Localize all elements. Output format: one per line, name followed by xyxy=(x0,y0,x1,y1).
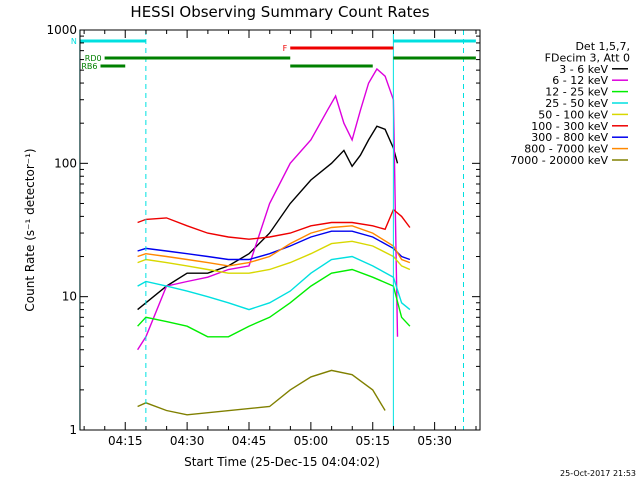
x-tick-label-04:45: 04:45 xyxy=(232,434,267,448)
series-line-800-7000keV xyxy=(137,225,411,267)
flag-label-RD0: RD0 xyxy=(85,54,102,63)
legend-label-8: 7000 - 20000 keV xyxy=(510,154,608,167)
x-tick-label-05:15: 05:15 xyxy=(355,434,390,448)
y-tick-label-10: 10 xyxy=(62,290,77,304)
flag-label-RB6: RB6 xyxy=(81,62,97,71)
x-tick-label-05:30: 05:30 xyxy=(417,434,452,448)
legend-label-3: 25 - 50 keV xyxy=(545,97,608,110)
footer-timestamp: 25-Oct-2017 21:53 xyxy=(560,469,636,478)
series-line-12-25keV xyxy=(137,268,411,338)
legend-label-0: 3 - 6 keV xyxy=(559,63,608,76)
legend-label-1: 6 - 12 keV xyxy=(552,74,608,87)
legend-header-line: Det 1,5,7, xyxy=(575,40,630,53)
legend-header-line: FDecim 3, Att 0 xyxy=(545,51,630,64)
series-line-7000-20000keV xyxy=(137,369,386,416)
y-tick-label-1000: 1000 xyxy=(46,23,77,37)
chart-title: HESSI Observing Summary Count Rates xyxy=(130,3,429,21)
series-line-100-300keV xyxy=(137,208,411,240)
legend-label-5: 100 - 300 keV xyxy=(531,120,608,133)
legend-label-2: 12 - 25 keV xyxy=(545,86,608,99)
x-tick-label-04:30: 04:30 xyxy=(170,434,205,448)
series-line-25-50keV xyxy=(137,255,411,311)
legend-label-6: 300 - 800 keV xyxy=(531,131,608,144)
x-tick-label-04:15: 04:15 xyxy=(108,434,143,448)
flag-label-F: F xyxy=(283,44,288,53)
series-line-50-100keV xyxy=(137,240,411,274)
flag-label-N: N xyxy=(71,37,77,46)
legend-label-7: 800 - 7000 keV xyxy=(524,143,608,156)
series-line-3-6keV xyxy=(137,125,399,311)
y-tick-label-100: 100 xyxy=(54,156,77,170)
legend-label-4: 50 - 100 keV xyxy=(538,108,608,121)
series-line-6-12keV xyxy=(137,67,399,351)
x-axis-title: Start Time (25-Dec-15 04:04:02) xyxy=(184,455,380,469)
y-tick-label-1: 1 xyxy=(69,423,77,437)
y-axis-title: Count Rate (s⁻¹ detector⁻¹) xyxy=(23,148,37,311)
x-tick-label-05:00: 05:00 xyxy=(294,434,329,448)
plot-frame xyxy=(79,29,481,431)
